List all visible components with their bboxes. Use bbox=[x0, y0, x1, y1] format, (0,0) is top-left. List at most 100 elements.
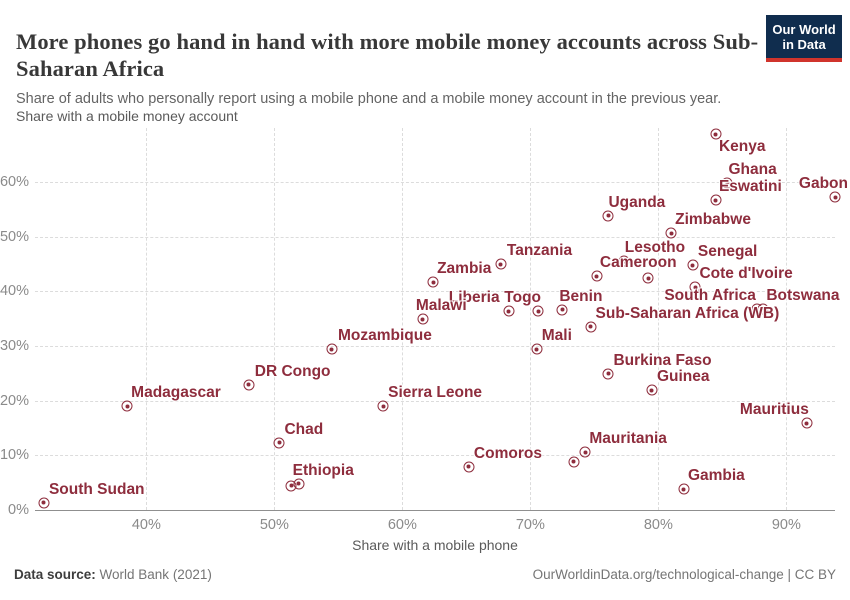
country-label-comoros[interactable]: Comoros bbox=[473, 444, 542, 462]
country-label-zimbabwe[interactable]: Zimbabwe bbox=[675, 211, 751, 229]
country-label-botswana[interactable]: Botswana bbox=[766, 286, 840, 304]
data-point-tanzania[interactable] bbox=[495, 258, 507, 270]
data-point-botswana[interactable] bbox=[757, 303, 769, 315]
data-point-malawi[interactable] bbox=[417, 313, 429, 325]
page-title: More phones go hand in hand with more mo… bbox=[16, 29, 759, 82]
data-point-cameroon[interactable] bbox=[591, 270, 603, 282]
y-gridline-60 bbox=[35, 182, 835, 184]
country-label-zambia[interactable]: Zambia bbox=[437, 260, 492, 278]
country-label-malawi[interactable]: Malawi bbox=[415, 297, 467, 315]
data-point-burkina-faso[interactable] bbox=[602, 368, 614, 380]
data-point-gabon[interactable] bbox=[829, 191, 841, 203]
country-label-kenya[interactable]: Kenya bbox=[718, 138, 766, 155]
x-tick-label-40: 40% bbox=[131, 517, 161, 533]
data-point-comoros[interactable] bbox=[463, 461, 475, 473]
country-label-sub-saharan-africa-wb[interactable]: Sub-Saharan Africa (WB) bbox=[595, 304, 780, 322]
country-label-south-africa[interactable]: South Africa bbox=[664, 286, 756, 304]
x-tick-label-60: 60% bbox=[387, 517, 417, 533]
x-gridline-90 bbox=[786, 128, 788, 510]
country-label-gabon[interactable]: Gabon bbox=[798, 175, 848, 193]
country-label-mauritania[interactable]: Mauritania bbox=[589, 430, 667, 448]
data-point[interactable] bbox=[568, 456, 580, 468]
country-label-chad[interactable]: Chad bbox=[284, 420, 324, 438]
country-label-togo[interactable]: Togo bbox=[504, 289, 542, 307]
data-point[interactable] bbox=[285, 480, 297, 492]
x-gridline-60 bbox=[402, 128, 404, 510]
owid-logo[interactable]: Our World in Data bbox=[766, 15, 842, 62]
owid-logo-line2: in Data bbox=[782, 37, 826, 52]
data-point-benin[interactable] bbox=[556, 304, 568, 316]
x-tick-label-80: 80% bbox=[643, 517, 673, 533]
country-label-guinea[interactable]: Guinea bbox=[656, 368, 710, 386]
data-point-kenya[interactable] bbox=[710, 128, 722, 140]
country-label-ethiopia[interactable]: Ethiopia bbox=[292, 461, 354, 479]
y-axis-title: Share with a mobile money account bbox=[16, 108, 238, 124]
x-tick-label-90: 90% bbox=[771, 517, 801, 533]
data-point-dr-congo[interactable] bbox=[243, 379, 255, 391]
y-tick-label-20: 20% bbox=[0, 392, 29, 409]
page-subtitle: Share of adults who personally report us… bbox=[16, 90, 722, 107]
country-label-dr-congo[interactable]: DR Congo bbox=[254, 362, 331, 380]
country-label-mozambique[interactable]: Mozambique bbox=[337, 327, 432, 345]
country-label-madagascar[interactable]: Madagascar bbox=[131, 384, 221, 402]
data-point-cote-d-ivoire[interactable] bbox=[689, 281, 701, 293]
data-point-sub-saharan-africa-wb[interactable] bbox=[585, 321, 597, 333]
data-point-mozambique[interactable] bbox=[326, 343, 338, 355]
y-gridline-30 bbox=[35, 346, 835, 348]
data-point-liberia[interactable] bbox=[503, 305, 515, 317]
country-label-tanzania[interactable]: Tanzania bbox=[506, 242, 573, 260]
country-label-gambia[interactable]: Gambia bbox=[687, 467, 745, 485]
footer: Data source: World Bank (2021) OurWorldi… bbox=[14, 567, 836, 582]
y-tick-label-50: 50% bbox=[0, 228, 29, 245]
data-point-guinea[interactable] bbox=[646, 384, 658, 396]
country-label-uganda[interactable]: Uganda bbox=[608, 193, 666, 211]
footer-license-link[interactable]: OurWorldinData.org/technological-change … bbox=[532, 567, 836, 582]
footer-source: Data source: World Bank (2021) bbox=[14, 567, 212, 582]
country-label-burkina-faso[interactable]: Burkina Faso bbox=[613, 351, 712, 369]
data-point-chad[interactable] bbox=[273, 437, 285, 449]
data-point-mali[interactable] bbox=[531, 343, 543, 355]
data-point-lesotho[interactable] bbox=[618, 255, 630, 267]
country-label-cameroon[interactable]: Cameroon bbox=[599, 254, 677, 272]
data-point-zambia[interactable] bbox=[427, 276, 439, 288]
data-point-zimbabwe[interactable] bbox=[665, 227, 677, 239]
country-label-benin[interactable]: Benin bbox=[559, 287, 603, 305]
data-point-eswatini[interactable] bbox=[710, 194, 722, 206]
country-label-ghana[interactable]: Ghana bbox=[728, 161, 777, 179]
x-tick-label-50: 50% bbox=[259, 517, 289, 533]
data-point-gambia[interactable] bbox=[678, 483, 690, 495]
data-point-south-sudan[interactable] bbox=[38, 497, 50, 509]
y-tick-label-40: 40% bbox=[0, 283, 29, 300]
data-point[interactable] bbox=[642, 272, 654, 284]
data-point-uganda[interactable] bbox=[602, 210, 614, 222]
y-gridline-20 bbox=[35, 400, 835, 402]
country-label-sierra-leone[interactable]: Sierra Leone bbox=[388, 384, 483, 402]
country-label-mali[interactable]: Mali bbox=[541, 327, 572, 345]
country-label-cote-d-ivoire[interactable]: Cote d'Ivoire bbox=[699, 265, 793, 283]
y-gridline-50 bbox=[35, 236, 835, 238]
data-point-ghana[interactable] bbox=[721, 177, 733, 189]
data-point-senegal[interactable] bbox=[687, 259, 699, 271]
country-label-liberia[interactable]: Liberia bbox=[448, 289, 500, 307]
owid-logo-line1: Our World bbox=[772, 22, 836, 37]
country-label-eswatini[interactable]: Eswatini bbox=[718, 178, 782, 196]
x-gridline-80 bbox=[658, 128, 660, 510]
country-label-mauritius[interactable]: Mauritius bbox=[739, 401, 809, 419]
country-label-south-sudan[interactable]: South Sudan bbox=[48, 480, 145, 498]
data-point-togo[interactable] bbox=[532, 305, 544, 317]
scatter-plot: 0% 10% 20% 30% 40% 50% 60% 40% 50% 60% 70% 80% 90% Ke… bbox=[0, 128, 848, 533]
x-gridline-70 bbox=[530, 128, 532, 510]
data-point-sierra-leone[interactable] bbox=[377, 400, 389, 412]
y-tick-label-60: 60% bbox=[0, 174, 29, 191]
footer-source-label: Data source: bbox=[14, 567, 96, 582]
country-label-lesotho[interactable]: Lesotho bbox=[624, 239, 686, 257]
x-gridline-50 bbox=[274, 128, 276, 510]
data-point-mauritania[interactable] bbox=[579, 446, 591, 458]
y-gridline-10 bbox=[35, 455, 835, 457]
data-point-mauritius[interactable] bbox=[801, 417, 813, 429]
x-gridline-40 bbox=[146, 128, 148, 510]
x-axis-title: Share with a mobile phone bbox=[352, 537, 518, 553]
data-point-madagascar[interactable] bbox=[121, 400, 133, 412]
x-tick-label-70: 70% bbox=[515, 517, 545, 533]
country-label-senegal[interactable]: Senegal bbox=[697, 243, 758, 261]
